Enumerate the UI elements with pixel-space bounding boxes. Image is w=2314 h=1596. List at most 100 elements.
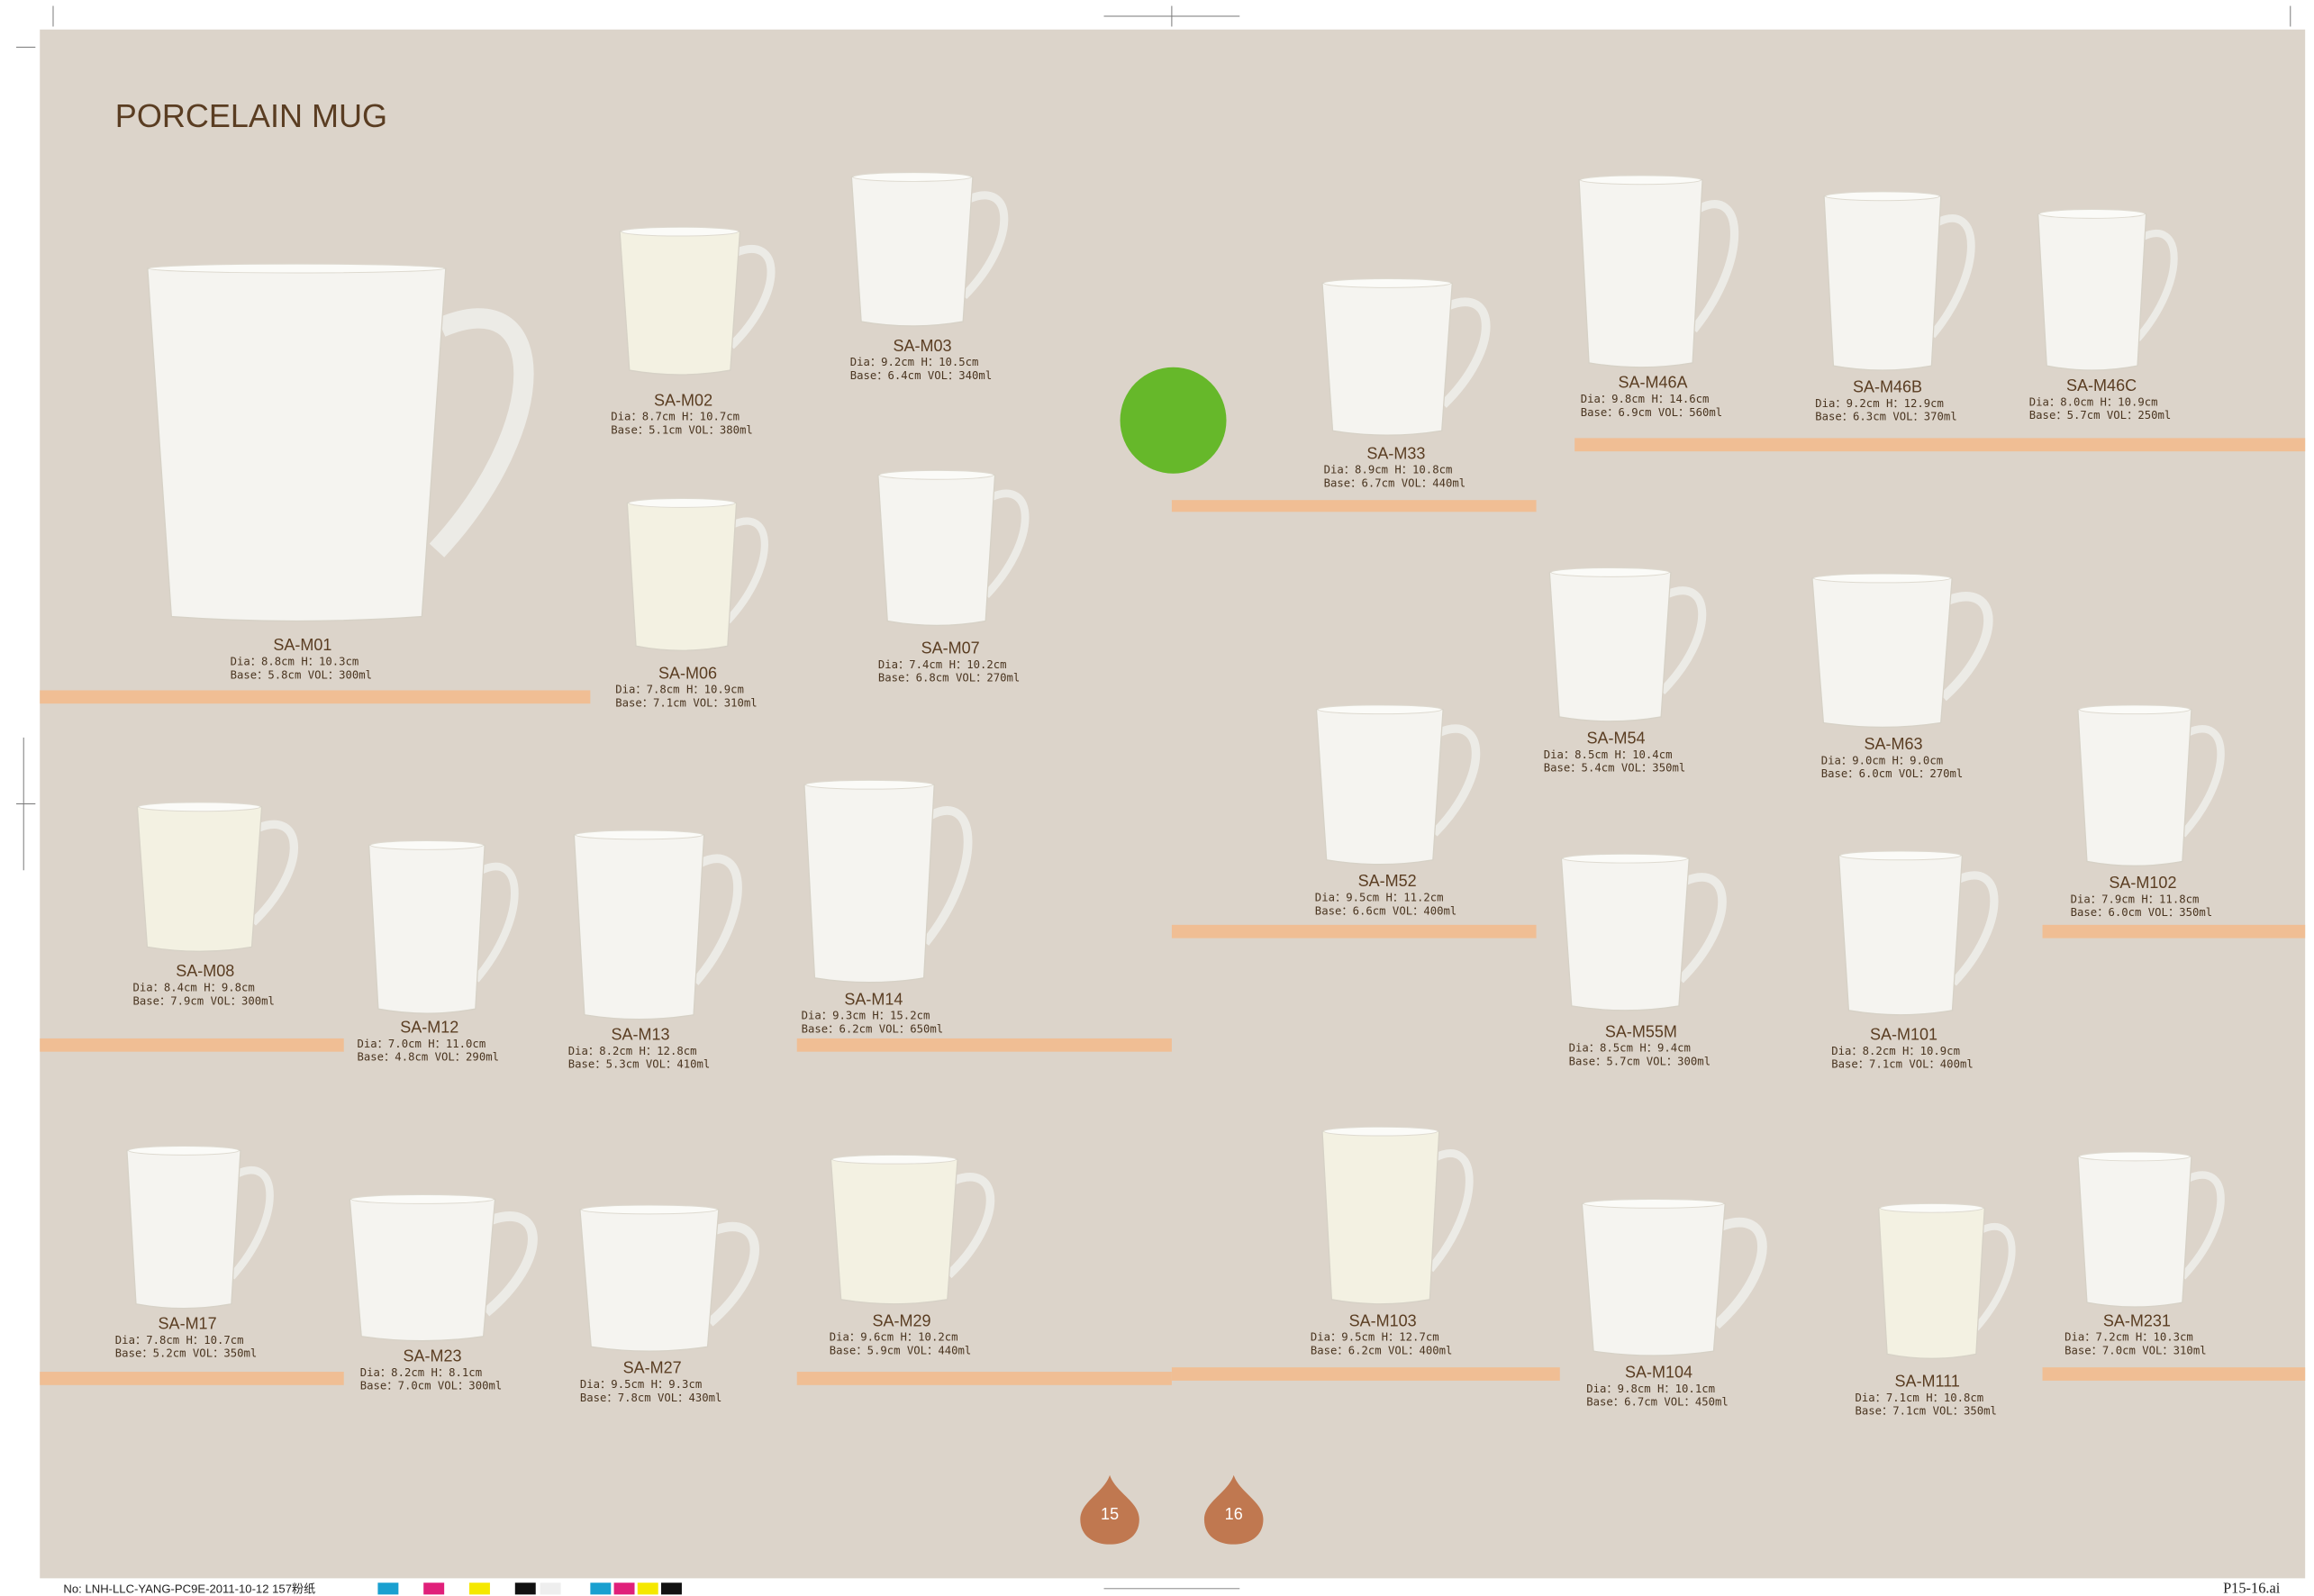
mug-rim — [128, 1146, 240, 1156]
mug-rim — [1323, 1126, 1438, 1137]
product-code: SA-M52 — [1358, 872, 1417, 890]
product-dimensions: Dia：9.3cm H：15.2cm — [802, 1010, 930, 1022]
mug-body — [579, 1204, 720, 1352]
mug-body — [2077, 704, 2192, 866]
mug-body — [136, 802, 263, 952]
product-base-volume: Base：5.9cm VOL：440ml — [830, 1344, 971, 1356]
mug-rim — [831, 1154, 957, 1165]
product-base-volume: Base：6.7cm VOL：440ml — [1324, 476, 1466, 489]
mug-rim — [1323, 278, 1452, 288]
product-dimensions: Dia：7.1cm H：10.8cm — [1855, 1392, 1983, 1404]
product-code: SA-M03 — [893, 337, 951, 355]
mug-body — [2037, 208, 2147, 371]
product-code: SA-M54 — [1587, 729, 1646, 747]
product-dimensions: Dia：9.6cm H：10.2cm — [830, 1331, 958, 1344]
product-dimensions: Dia：9.5cm H：12.7cm — [1311, 1331, 1439, 1344]
mug-rim — [1317, 704, 1442, 715]
product-base-volume: Base：7.0cm VOL：310ml — [2064, 1344, 2206, 1356]
mug-body — [1321, 277, 1453, 436]
mug-rim — [1839, 850, 1962, 861]
mug-handle — [1430, 724, 1481, 837]
product-dimensions: Dia：7.2cm H：10.3cm — [2064, 1331, 2193, 1344]
product-dimensions: Dia：8.2cm H：10.9cm — [1831, 1045, 1960, 1057]
mug-handle — [921, 806, 973, 946]
product-dimensions: Dia：8.5cm H：9.4cm — [1569, 1042, 1691, 1055]
product-code: SA-M13 — [612, 1026, 670, 1044]
product-base-volume: Base：5.7cm VOL：250ml — [2029, 409, 2171, 422]
mug-rim — [1813, 573, 1951, 584]
mug-rim — [148, 263, 445, 274]
mug-body — [619, 226, 741, 376]
product-dimensions: Dia：7.0cm H：11.0cm — [357, 1038, 485, 1050]
product-base-volume: Base：5.1cm VOL：380ml — [611, 423, 752, 436]
mug-handle — [228, 1166, 274, 1280]
mug-handle — [429, 308, 534, 558]
mug-rim — [2079, 704, 2191, 715]
product-dimensions: Dia：7.8cm H：10.7cm — [115, 1334, 244, 1347]
mug-body — [1581, 1198, 1726, 1356]
mug-handle — [2179, 725, 2225, 838]
mug-body — [1315, 704, 1444, 866]
mug-body — [368, 839, 485, 1014]
product-dimensions: Dia：9.0cm H：9.0cm — [1821, 754, 1943, 766]
mug-rim — [2038, 209, 2146, 219]
mug-handle — [1712, 1217, 1767, 1329]
mug-handle — [692, 854, 742, 985]
product-dimensions: Dia：9.5cm H：11.2cm — [1315, 892, 1444, 904]
product-code: SA-M46A — [1618, 374, 1687, 392]
product-dimensions: Dia：8.2cm H：8.1cm — [360, 1366, 482, 1379]
color-bars — [377, 1582, 682, 1595]
mug-handle — [728, 244, 776, 349]
product-code: SA-M07 — [921, 639, 980, 657]
product-code: SA-M12 — [400, 1018, 458, 1036]
product-code: SA-M29 — [873, 1311, 931, 1329]
product-code: SA-M101 — [1870, 1026, 1937, 1044]
mug-body — [1578, 175, 1703, 368]
product-base-volume: Base：5.2cm VOL：350ml — [115, 1347, 257, 1360]
product-base-volume: Base：4.8cm VOL：290ml — [357, 1051, 498, 1064]
mug-body — [877, 469, 996, 627]
product-dimensions: Dia：9.5cm H：9.3cm — [580, 1378, 702, 1391]
mug-handle — [2134, 230, 2178, 342]
mug-rim — [350, 1194, 495, 1204]
page-title: PORCELAIN MUG — [115, 97, 387, 134]
product-dimensions: Dia：9.2cm H：12.9cm — [1815, 397, 1944, 410]
mug-handle — [945, 1173, 995, 1279]
product-base-volume: Base：6.0cm VOL：270ml — [1821, 767, 1963, 780]
product-dimensions: Dia：9.8cm H：10.1cm — [1586, 1383, 1715, 1395]
product-dimensions: Dia：8.5cm H：10.4cm — [1544, 748, 1673, 761]
mug-body — [349, 1193, 496, 1342]
mug-rim — [852, 172, 972, 182]
mug-handle — [472, 862, 519, 983]
mug-body — [147, 263, 447, 622]
product-base-volume: Base：6.6cm VOL：400ml — [1315, 904, 1456, 917]
job-info: No: LNH-LLC-YANG-PC9E-2011-10-12 157粉纸 — [63, 1582, 315, 1596]
mug-handle — [706, 1221, 759, 1327]
page-badge — [1203, 1474, 1264, 1545]
product-base-volume: Base：6.4cm VOL：340ml — [850, 369, 992, 382]
product-code: SA-M02 — [654, 391, 712, 409]
mug-handle — [483, 1211, 538, 1317]
mug-handle — [250, 820, 298, 926]
product-base-volume: Base：5.4cm VOL：350ml — [1544, 762, 1685, 775]
product-code: SA-M102 — [2109, 874, 2176, 892]
mug-body — [1877, 1202, 1985, 1359]
product-base-volume: Base：6.8cm VOL：270ml — [878, 672, 1020, 685]
mug-rim — [878, 469, 994, 480]
green-dot — [1120, 367, 1227, 474]
product-code: SA-M55M — [1605, 1022, 1677, 1040]
mug-handle — [1677, 873, 1727, 984]
product-code: SA-M103 — [1349, 1311, 1417, 1329]
mug-body — [1823, 191, 1942, 371]
product-dimensions: Dia：8.0cm H：10.9cm — [2029, 395, 2158, 408]
product-base-volume: Base：6.2cm VOL：650ml — [802, 1022, 943, 1035]
mug-handle — [1440, 297, 1491, 408]
mug-handle — [1427, 1149, 1474, 1273]
file-name: P15-16.ai — [2223, 1580, 2281, 1596]
product-dimensions: Dia：7.9cm H：11.8cm — [2071, 893, 2200, 905]
product-code: SA-M111 — [1895, 1372, 1960, 1390]
product-dimensions: Dia：8.4cm H：9.8cm — [132, 982, 254, 994]
mug-handle — [960, 191, 1009, 300]
